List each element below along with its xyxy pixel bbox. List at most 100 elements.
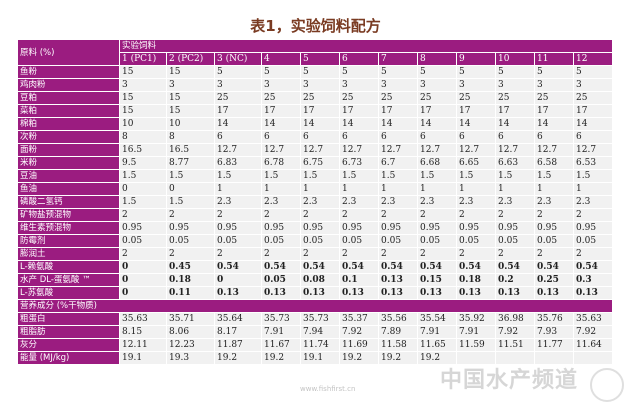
table-cell: 2.3 [456,195,496,209]
table-cell: 1.5 [119,169,167,183]
table-cell: 12.7 [534,143,574,157]
table-cell: 35.76 [534,312,574,326]
table-cell: 0.11 [166,286,215,300]
table-cell: 0.54 [572,260,614,274]
table-cell: 15 [166,91,215,105]
table-cell: 25 [339,91,379,105]
table-cell: 14 [572,117,614,131]
row-label: 面粉 [17,143,120,157]
table-cell: 8.17 [214,325,262,339]
table-cell: 1 [572,182,614,196]
table-cell: 7.91 [261,325,301,339]
row-label: 豆粕 [17,91,120,105]
column-header: 2 (PC2) [166,52,215,66]
row-label: L-赖氨酸 [17,260,120,274]
table-cell: 0.15 [417,273,457,287]
group-header: 实验饲料 [118,39,614,53]
table-title: 表1，实验饲料配方 [250,17,381,35]
table-cell: 6.63 [495,156,535,170]
table-row: 粗脂肪 8.15 8.06 8.17 7.91 7.94 7.92 7.89 7.91 7.91 7… [17,325,614,339]
table-cell: 6 [378,130,418,144]
table-cell: 35.73 [261,312,301,326]
table-cell: 2.3 [534,195,574,209]
table-cell: 0.54 [378,260,418,274]
table-cell: 2.3 [300,195,340,209]
table-cell: 0 [119,182,167,196]
table-cell: 12.7 [417,143,457,157]
column-header: 3 (NC) [214,52,262,66]
table-cell: 0.54 [339,260,379,274]
table-cell: 6.75 [300,156,340,170]
column-header: 4 [261,52,301,66]
table-cell: 0.05 [495,234,535,248]
table-cell: 2 [119,208,167,222]
table-cell: 3 [417,78,457,92]
row-label: 鱼粉 [17,65,120,79]
table-cell: 5 [495,65,535,79]
table-cell: 7.92 [572,325,614,339]
table-cell: 14 [534,117,574,131]
table-cell: 36.98 [495,312,535,326]
table-cell: 0.95 [339,221,379,235]
table-cell: 19.3 [166,351,215,365]
table-cell: 0.95 [572,221,614,235]
table-cell: 0.05 [261,273,301,287]
table-row: 棉粕 10 10 14 14 14 14 14 14 14 14 14 14 [17,117,614,131]
table-cell: 10 [166,117,215,131]
table-cell: 0.95 [534,221,574,235]
table-cell: 7.94 [300,325,340,339]
table-cell: 9.5 [119,156,167,170]
table-cell: 35.64 [214,312,262,326]
table-cell: 25 [261,91,301,105]
table-cell: 7.93 [534,325,574,339]
table-cell: 1 [534,182,574,196]
table-cell: 3 [166,78,215,92]
table-cell: 1.5 [339,169,379,183]
table-cell: 14 [495,117,535,131]
nutrient-section-header: 营养成分 (%干物质) [16,299,614,313]
table-cell: 6.53 [572,156,614,170]
table-cell: 2.3 [495,195,535,209]
table-cell: 12.7 [378,143,418,157]
section-row: 营养成分 (%干物质) [16,299,614,313]
column-header: 5 [300,52,340,66]
table-cell: 0.95 [214,221,262,235]
row-label: 能量 (MJ/kg) [17,351,120,365]
table-cell: 17 [339,104,379,118]
table-cell: 11.58 [378,338,418,352]
table-cell: 6 [456,130,496,144]
table-cell: 0.54 [495,260,535,274]
table-cell: 7.91 [456,325,496,339]
table-cell: 17 [534,104,574,118]
table-row: 次粉 8 8 6 6 6 6 6 6 6 6 6 6 [17,130,614,144]
table-cell: 1.5 [417,169,457,183]
table-row: 磷酸二氢钙 1.5 1.5 2.3 2.3 2.3 2.3 2.3 2.3 2.3 2.3 2.3 2.… [17,195,614,209]
table-cell: 6.65 [456,156,496,170]
row-label: 鱼油 [17,182,120,196]
table-cell: 3 [214,78,262,92]
row-label: 膨润土 [17,247,120,261]
row-label: 防霉剂 [17,234,120,248]
column-header: 10 [495,52,535,66]
table-cell: 3 [572,78,614,92]
table-cell: 19.2 [378,351,418,365]
table-cell: 15 [119,65,167,79]
table-cell: 6 [534,130,574,144]
table-cell: 6.68 [417,156,457,170]
table-cell: 12.7 [214,143,262,157]
table-cell: 1.5 [495,169,535,183]
table-cell: 2 [456,208,496,222]
column-header: 7 [378,52,418,66]
table-cell: 0.13 [378,286,418,300]
row-label: L-苏氨酸 [17,286,120,300]
table-cell: 2 [495,208,535,222]
table-cell [456,351,496,365]
table-cell: 5 [417,65,457,79]
table-cell: 5 [300,65,340,79]
table-cell: 14 [214,117,262,131]
row-label: 次粉 [17,130,120,144]
table-cell: 12.11 [119,338,167,352]
table-row: 米粉 9.5 8.77 6.83 6.78 6.75 6.73 6.7 6.68 6.65 6.63… [17,156,614,170]
table-cell: 0 [119,260,167,274]
table-cell: 0.54 [300,260,340,274]
